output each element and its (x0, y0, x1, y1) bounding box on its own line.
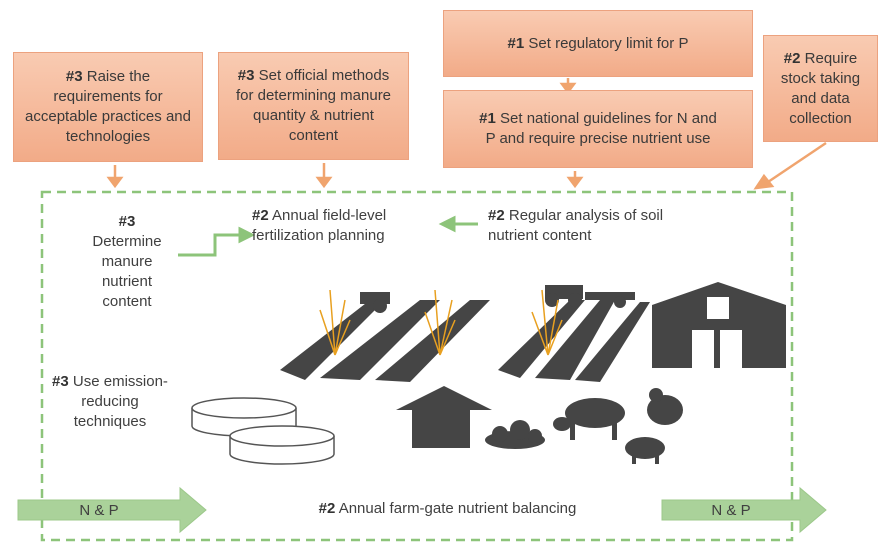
label-tag: #2 (488, 207, 505, 224)
measure-box: #3 Raise the requirements for acceptable… (13, 52, 203, 162)
label-tag: #3 (119, 213, 136, 230)
label-text: Determine manure nutrient content (92, 233, 161, 310)
label: #2 Annual farm-gate nutrient balancing (260, 499, 635, 519)
box-text: Set national guidelines for N and P and … (486, 110, 717, 147)
measure-box: #1 Set regulatory limit for P (443, 10, 753, 77)
tank-icons (192, 398, 334, 464)
box-tag: #3 (238, 67, 255, 84)
box-text: Set regulatory limit for P (528, 35, 688, 52)
measure-box: #2 Require stock taking and data collect… (763, 35, 878, 142)
label-tag: #2 (319, 500, 336, 517)
farm-icons (280, 282, 786, 464)
label-text: Annual farm-gate nutrient balancing (339, 500, 577, 517)
label: #2 Regular analysis of soil nutrient con… (488, 206, 688, 246)
box-tag: #3 (66, 68, 83, 85)
label-text: Regular analysis of soil nutrient conten… (488, 207, 663, 244)
label: #3 Determine manure nutrient content (82, 212, 172, 312)
diagram: #3 Raise the requirements for acceptable… (0, 0, 895, 549)
label-tag: #3 (52, 373, 69, 390)
label-text: Use emission-reducing techniques (73, 373, 168, 430)
measure-box: #1 Set national guidelines for N and P a… (443, 90, 753, 168)
measure-box: #3 Set official methods for determining … (218, 52, 409, 160)
label: #2 Annual field-level fertilization plan… (252, 206, 427, 246)
flow-label: N & P (18, 500, 180, 520)
box-text: Set official methods for determining man… (236, 67, 391, 144)
box-tag: #1 (479, 110, 496, 127)
box-text: Raise the requirements for acceptable pr… (25, 68, 191, 145)
box-tag: #1 (508, 35, 525, 52)
label-tag: #2 (252, 207, 269, 224)
label-text: Annual field-level fertilization plannin… (252, 207, 386, 244)
label: #3 Use emission-reducing techniques (44, 372, 176, 432)
flow-label: N & P (662, 500, 800, 520)
box-tag: #2 (784, 50, 801, 67)
